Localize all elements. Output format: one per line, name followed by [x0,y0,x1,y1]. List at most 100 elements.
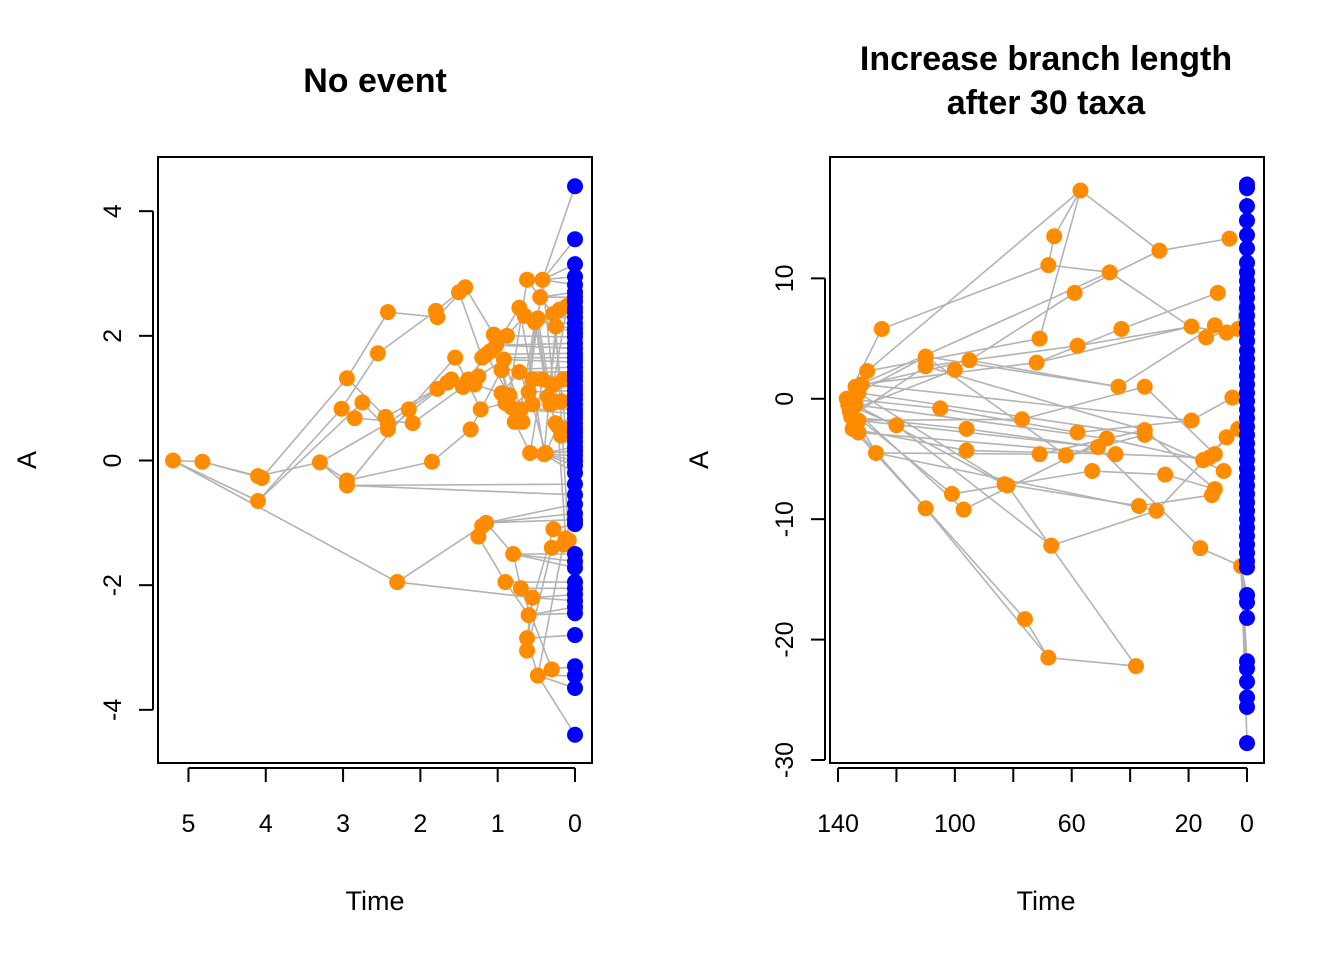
tip-point [1239,227,1255,244]
grid-layer [172,185,576,736]
internal-node-point [333,400,350,417]
branch-line [925,355,1119,388]
internal-node-point [519,642,536,659]
x-axis: 140 100 60 20 0 [817,767,1254,838]
branch-line [513,553,576,563]
tip-point [1239,609,1255,626]
internal-node-point [1057,447,1074,464]
plot-frame [157,156,593,764]
branch-line [496,344,576,350]
internal-node-point [537,445,554,462]
internal-node-point [1183,318,1200,335]
internal-node-point [1215,463,1232,480]
branch-line [172,459,398,583]
internal-node-point [1016,611,1033,628]
internal-node-point [495,351,512,368]
branch-line [861,383,1192,422]
chart-title-line-1: Increase branch length [860,40,1232,78]
internal-node-point [1151,242,1168,259]
internal-node-point [457,279,474,296]
tip-point [567,256,583,273]
branch-line [1021,385,1145,421]
branch-line [846,397,941,410]
y-axis: -4 -2 0 2 4 [99,204,154,721]
internal-node-point [850,412,867,429]
internal-node-point [961,352,978,369]
tip-point [567,231,583,248]
branch-line [875,452,1157,512]
internal-node-point [1031,330,1048,347]
branch-line [1051,509,1157,547]
internal-node-point [1043,537,1060,554]
internal-node-point [1148,502,1165,519]
x-tick-label: 60 [1058,810,1086,838]
chart-title-line-2: after 30 taxa [947,84,1147,122]
internal-node-point [1072,182,1089,199]
internal-node-point [867,444,884,461]
internal-node-point [917,358,934,375]
internal-node-point [165,452,181,469]
internal-node-point [505,546,522,562]
internal-node-point [1192,540,1209,557]
branch-line [1048,656,1137,667]
internal-node-point [850,424,867,441]
branch-line [858,431,1116,455]
branch-line [346,311,389,379]
x-tick-label: 3 [336,810,350,838]
internal-node-point [519,630,536,647]
branch-line [469,369,503,430]
branch-line [925,345,1078,368]
branch-line [541,238,576,281]
branch-line [512,553,576,569]
internal-node-point [524,589,541,606]
internal-node-point [1157,466,1174,483]
branch-line [851,416,967,430]
branch-line [508,279,528,396]
internal-node-point [1031,446,1048,463]
y-tick-label: -4 [99,699,127,721]
branch-line [477,536,507,583]
panel-no-event: No event 5 4 3 2 1 0 -4 -2 0 2 4 Time A [12,62,593,916]
branch-line [1159,237,1230,252]
branch-line [849,369,956,412]
branch-line [1079,189,1160,252]
branch-line [1048,264,1110,274]
internal-node-point [1198,329,1215,346]
tip-point [1239,240,1255,257]
branch-line [866,189,1081,372]
internal-node-point [511,363,528,380]
tip-point [567,680,583,697]
internal-node-point [389,574,406,591]
y-tick-label: -20 [771,622,799,658]
tip-point [1239,212,1255,229]
internal-node-point [1206,446,1223,463]
internal-node-point [1107,446,1124,463]
internal-node-point [1206,481,1223,498]
internal-node-point [1069,424,1086,441]
internal-node-point [943,485,960,502]
tip-point [1239,673,1255,690]
branch-line [506,335,576,338]
tip-point [1239,699,1255,716]
branch-line [875,452,1040,455]
x-tick-label: 5 [182,810,196,838]
branch-line [172,459,259,502]
tip-point [567,726,583,743]
internal-node-point [1136,378,1153,395]
x-axis: 5 4 3 2 1 0 [182,767,582,838]
tip-point [567,559,583,576]
internal-node-point [547,318,564,335]
branch-line [485,503,576,524]
branch-line [858,391,1145,436]
internal-node-point [338,477,355,494]
internal-node-point [955,501,972,518]
internal-node-point [888,417,905,434]
x-tick-label: 20 [1175,810,1203,838]
internal-node-point [917,500,934,517]
internal-node-point [958,442,975,459]
tip-point [1239,198,1255,215]
internal-node-point [1224,389,1241,406]
branch-line [458,291,483,358]
internal-node-point [470,528,487,545]
